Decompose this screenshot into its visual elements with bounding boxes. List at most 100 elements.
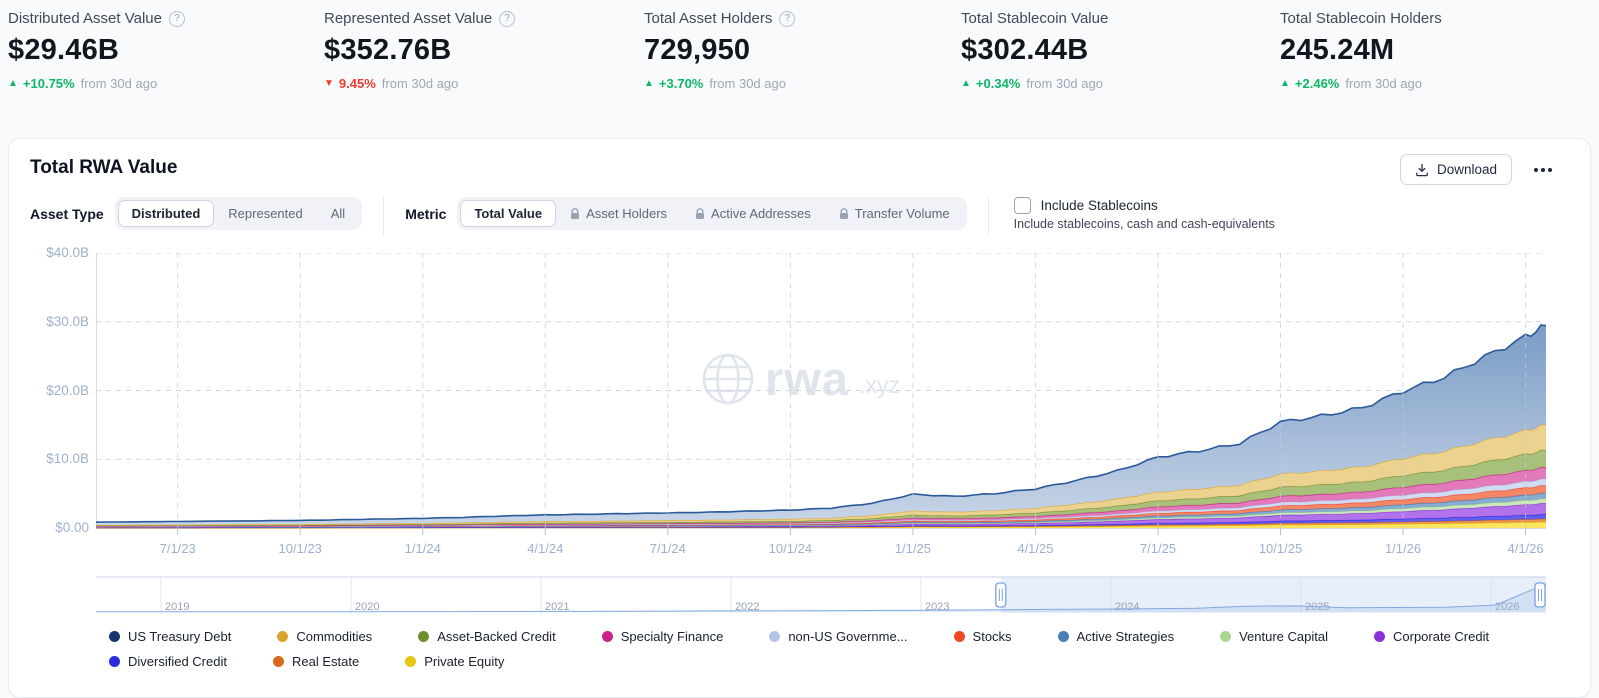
legend-label: Private Equity: [424, 654, 505, 669]
delta-suffix: from 30d ago: [80, 76, 158, 91]
legend-item-specialty-finance[interactable]: Specialty Finance: [601, 629, 724, 644]
stat-total-stablecoin-holders: Total Stablecoin Holders 245.24M ▲ +2.46%…: [1280, 10, 1442, 91]
delta: ▲ +0.34%: [961, 76, 1020, 91]
legend-dot: [418, 631, 430, 642]
stat-label-text: Total Stablecoin Holders: [1280, 10, 1442, 27]
legend-label: Specialty Finance: [620, 629, 724, 644]
legend-item-us-treasury-debt[interactable]: US Treasury Debt: [109, 629, 231, 644]
stat-label-text: Total Stablecoin Value: [961, 10, 1109, 27]
y-axis-label: $20.0B: [46, 382, 89, 398]
legend-item-active-strategies[interactable]: Active Strategies: [1057, 629, 1174, 644]
option-label: Represented: [228, 206, 303, 221]
navigator-year-label: 2019: [165, 601, 189, 613]
legend-item-venture-capital[interactable]: Venture Capital: [1220, 629, 1328, 644]
card-title: Total RWA Value: [30, 157, 178, 178]
navigator-brush-handle[interactable]: [995, 582, 1007, 608]
legend-item-asset-backed-credit[interactable]: Asset-Backed Credit: [418, 629, 556, 644]
x-axis-label: 4/1/26: [1507, 541, 1544, 556]
delta-suffix: from 30d ago: [381, 76, 459, 91]
area-band-private-equity[interactable]: [96, 521, 1546, 528]
chart-legend: US Treasury Debt Commodities Asset-Backed …: [109, 629, 1571, 669]
metric-option-transfer-volume[interactable]: Transfer Volume: [825, 200, 964, 227]
stat-label: Total Asset Holders ?: [644, 10, 796, 27]
area-band-diversified-credit[interactable]: [96, 514, 1546, 528]
help-icon[interactable]: ?: [779, 10, 796, 27]
stat-label: Total Stablecoin Holders: [1280, 10, 1442, 27]
help-icon[interactable]: ?: [499, 10, 516, 27]
y-axis-label: $10.0B: [46, 451, 89, 467]
metric-label: Metric: [405, 205, 447, 222]
stacked-area-chart[interactable]: [96, 253, 1546, 545]
metric-option-total-value[interactable]: Total Value: [460, 200, 557, 227]
legend-item-real-estate[interactable]: Real Estate: [272, 654, 360, 669]
navigator-year-label: 2026: [1495, 601, 1519, 613]
include-stablecoins-checkbox[interactable]: [1013, 197, 1031, 214]
metric-option-asset-holders[interactable]: Asset Holders: [556, 200, 681, 227]
x-axis-label: 10/1/25: [1258, 541, 1303, 556]
stat-delta: ▲ +10.75% from 30d ago: [8, 76, 185, 91]
area-band-real-estate[interactable]: [96, 518, 1546, 528]
legend-item-corporate-credit[interactable]: Corporate Credit: [1374, 629, 1489, 644]
legend-dot: [769, 631, 781, 642]
up-triangle-icon: ▲: [644, 78, 654, 89]
option-label: Active Addresses: [711, 206, 811, 221]
asset-type-option-distributed[interactable]: Distributed: [117, 200, 215, 227]
asset-type-segmented-control: Distributed Represented All: [114, 197, 363, 230]
x-axis-label: 4/1/24: [527, 541, 564, 556]
stat-value: 245.24M: [1280, 34, 1395, 66]
stat-delta: ▲ +3.70% from 30d ago: [644, 76, 795, 91]
stat-total-stablecoin-value: Total Stablecoin Value $302.44B ▲ +0.34% …: [961, 10, 1108, 91]
stat-value: 729,950: [644, 34, 751, 66]
x-axis-label: 1/1/26: [1384, 541, 1422, 556]
x-axis-label: 1/1/25: [894, 541, 931, 556]
y-axis-label: $30.0B: [46, 313, 89, 329]
x-axis-label: 7/1/23: [159, 541, 196, 556]
download-button[interactable]: Download: [1399, 154, 1512, 185]
legend-item-commodities[interactable]: Commodities: [277, 629, 372, 644]
delta: ▲ +3.70%: [644, 76, 703, 91]
stat-label-text: Total Asset Holders: [644, 10, 773, 27]
legend-dot: [272, 656, 284, 667]
y-axis-label: $40.0B: [46, 245, 89, 260]
metric-option-active-addresses[interactable]: Active Addresses: [681, 200, 825, 227]
delta: ▼ 9.45%: [324, 76, 376, 91]
legend-label: non-US Governme...: [788, 629, 908, 644]
legend-dot: [109, 656, 120, 667]
area-band-corporate-credit[interactable]: [96, 503, 1546, 528]
watermark-text: rwa: [765, 352, 849, 405]
legend-item-diversified-credit[interactable]: Diversified Credit: [109, 654, 227, 669]
legend-label: Asset-Backed Credit: [437, 629, 556, 644]
navigator-year-label: 2024: [1115, 601, 1139, 613]
area-band-us-treasury-debt[interactable]: [96, 325, 1546, 525]
timeline-navigator[interactable]: 2019 2020 2021 2022 2023 2024 2025 2026: [96, 576, 1546, 616]
delta-suffix: from 30d ago: [709, 76, 786, 91]
asset-type-option-all[interactable]: All: [317, 200, 359, 227]
legend-label: Diversified Credit: [128, 654, 227, 669]
legend-dot: [953, 631, 965, 642]
stat-label: Distributed Asset Value ?: [8, 10, 185, 27]
help-icon[interactable]: ?: [168, 10, 185, 27]
download-icon: [1416, 163, 1428, 176]
legend-dot: [109, 631, 120, 642]
x-axis-label: 10/1/23: [278, 541, 322, 556]
legend-item-non-us-governme[interactable]: non-US Governme...: [769, 629, 908, 644]
divider: [987, 197, 989, 235]
asset-type-option-represented[interactable]: Represented: [214, 200, 316, 227]
up-triangle-icon: ▲: [8, 78, 18, 89]
asset-type-label: Asset Type: [30, 205, 104, 222]
navigator-brush-handle[interactable]: [1534, 582, 1546, 608]
navigator-year-label: 2022: [735, 601, 759, 613]
option-label: Total Value: [474, 206, 543, 221]
legend-label: Stocks: [972, 629, 1012, 644]
more-menu-button[interactable]: [1534, 160, 1564, 180]
delta-percent: +2.46%: [1294, 76, 1340, 91]
x-axis-label: 7/1/24: [649, 541, 686, 556]
ellipsis-icon: [1541, 168, 1545, 172]
legend-item-private-equity[interactable]: Private Equity: [405, 654, 504, 669]
delta-suffix: from 30d ago: [1026, 76, 1103, 91]
stat-label: Total Stablecoin Value: [961, 10, 1108, 27]
option-label: All: [330, 206, 346, 221]
metric-group: Metric Total Value Asset Holders Active Ad…: [405, 197, 967, 230]
legend-item-stocks[interactable]: Stocks: [953, 629, 1012, 644]
legend-label: Real Estate: [291, 654, 360, 669]
